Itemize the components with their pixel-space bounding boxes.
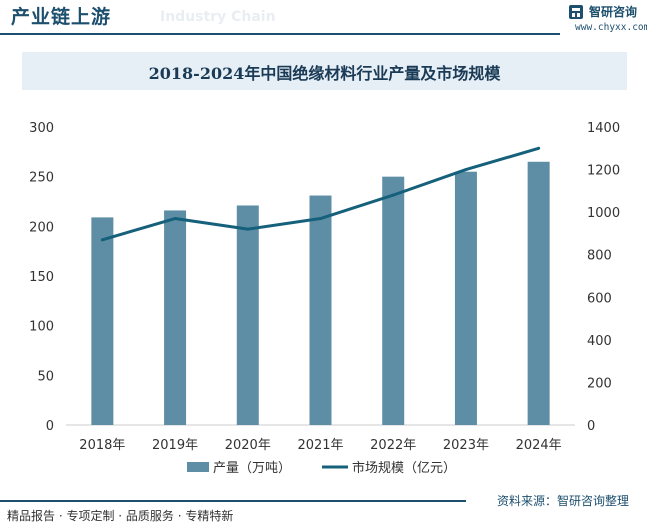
y-left-tick-label: 300: [29, 121, 54, 136]
bar: [309, 195, 332, 425]
header-bar: 产业链上游 Industry Chain 智研咨询 www.chyxx.com: [0, 0, 647, 35]
bar: [236, 205, 259, 425]
x-tick-label: 2024年: [516, 438, 562, 453]
line-point: [537, 146, 541, 150]
y-right-tick-label: 600: [587, 291, 612, 306]
header-divider: [0, 33, 560, 35]
bar: [91, 217, 114, 425]
y-left-tick-label: 0: [46, 419, 54, 434]
y-right-tick-label: 1200: [587, 164, 620, 179]
footer-divider: [0, 500, 466, 502]
x-tick-label: 2018年: [79, 438, 125, 453]
y-right-tick-label: 800: [587, 249, 612, 264]
y-right-tick-label: 1000: [587, 206, 620, 221]
brand-url: www.chyxx.com: [575, 22, 647, 33]
y-right-tick-label: 1400: [587, 121, 620, 136]
legend-bar-label: 产量（万吨）: [213, 461, 291, 476]
y-left-tick-label: 100: [29, 320, 54, 335]
bar: [164, 210, 187, 425]
legend-line-label: 市场规模（亿元）: [352, 460, 456, 476]
chart-title-band: 2018-2024年中国绝缘材料行业产量及市场规模: [22, 52, 627, 90]
x-tick-label: 2020年: [225, 438, 271, 453]
brand-logo-icon: [569, 5, 583, 19]
bar: [454, 171, 477, 425]
section-title: 产业链上游: [11, 6, 112, 28]
source-note: 资料来源：智研咨询整理: [497, 494, 630, 508]
chart-title: 2018-2024年中国绝缘材料行业产量及市场规模: [148, 64, 501, 83]
section-title-watermark: Industry Chain: [160, 9, 276, 25]
line-point: [391, 193, 395, 197]
line-point: [464, 168, 468, 172]
footer-tagline: 精品报告 · 专项定制 · 品质服务 · 专精特新: [7, 509, 234, 523]
y-right-tick-label: 0: [587, 419, 595, 434]
y-left-tick-label: 50: [37, 369, 54, 384]
y-left-tick-label: 150: [29, 270, 54, 285]
line-point: [246, 227, 250, 231]
y-left-tick-label: 200: [29, 220, 54, 235]
y-right-tick-label: 200: [587, 376, 612, 391]
y-left-tick-label: 250: [29, 171, 54, 186]
line-point: [173, 217, 177, 221]
x-tick-label: 2021年: [297, 438, 343, 453]
bar: [382, 176, 405, 425]
x-tick-label: 2023年: [443, 438, 489, 453]
line-point: [100, 238, 104, 242]
y-right-tick-label: 400: [587, 334, 612, 349]
legend-bar-swatch: [187, 462, 209, 472]
x-tick-label: 2019年: [152, 438, 198, 453]
bar: [527, 161, 550, 425]
x-tick-label: 2022年: [370, 438, 416, 453]
brand-name: 智研咨询: [589, 5, 638, 19]
line-point: [319, 217, 322, 221]
